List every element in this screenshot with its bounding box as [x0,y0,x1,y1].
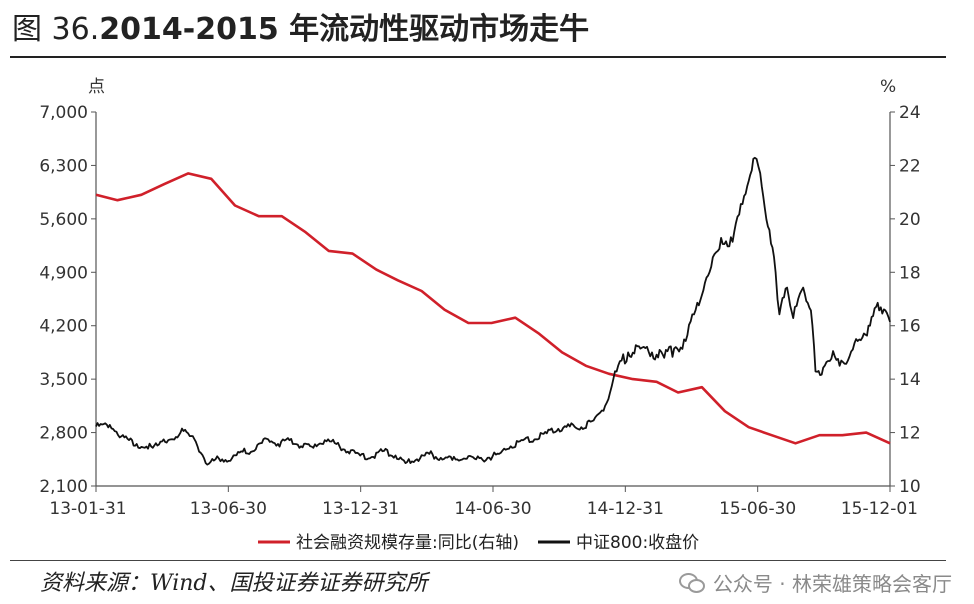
left-tick-label: 6,300 [39,156,88,176]
x-tick-label: 13-06-30 [190,499,267,519]
figure-title: 图 36.2014-2015 年流动性驱动市场走牛 [12,6,589,54]
left-tick-label: 7,000 [39,103,88,123]
right-tick-label: 18 [899,263,921,283]
chart-axes: 2,100 2,800 3,500 4,200 4,900 5,600 6,300 7,000… [39,77,920,519]
x-tick-label: 14-12-31 [587,499,664,519]
figure-title-text: 2014-2015 年流动性驱动市场走牛 [99,12,590,47]
left-tick-label: 4,900 [39,263,88,283]
right-tick-label: 20 [899,210,921,230]
source-divider [10,560,946,561]
left-unit-label: 点 [88,77,105,97]
x-tick-label: 13-12-31 [322,499,399,519]
x-tick-label: 14-06-30 [454,499,531,519]
right-tick-label: 14 [899,370,921,390]
source-note: 资料来源：Wind、国投证券证券研究所 [40,571,428,596]
x-tick-label: 15-12-01 [841,499,918,519]
watermark: 公众号 · 林荣雄策略会客厅 [678,568,952,597]
watermark-text: 公众号 · 林荣雄策略会客厅 [712,572,952,596]
legend-label: 社会融资规模存量:同比(右轴) [296,533,519,553]
series-line-social-financing [95,172,891,445]
x-tick-label: 15-06-30 [719,499,796,519]
left-tick-label: 3,500 [39,370,88,390]
legend-label: 中证800:收盘价 [576,533,699,553]
right-tick-label: 16 [899,317,921,337]
right-tick-label: 10 [899,477,921,497]
left-tick-label: 5,600 [39,210,88,230]
left-tick-label: 2,800 [39,424,88,444]
figure-number: 图 36. [12,12,100,47]
right-tick-label: 22 [899,156,921,176]
right-tick-label: 12 [899,424,921,444]
series-line-csi800 [95,156,891,466]
x-tick-label: 13-01-31 [49,499,126,519]
left-tick-label: 4,200 [39,317,88,337]
wechat-icon [678,572,705,593]
chart-series [95,156,891,466]
right-tick-label: 24 [899,103,921,123]
title-divider [10,56,946,58]
right-unit-label: % [880,77,896,97]
chart-legend: 社会融资规模存量:同比(右轴) 中证800:收盘价 [258,533,699,553]
left-tick-label: 2,100 [39,477,88,497]
